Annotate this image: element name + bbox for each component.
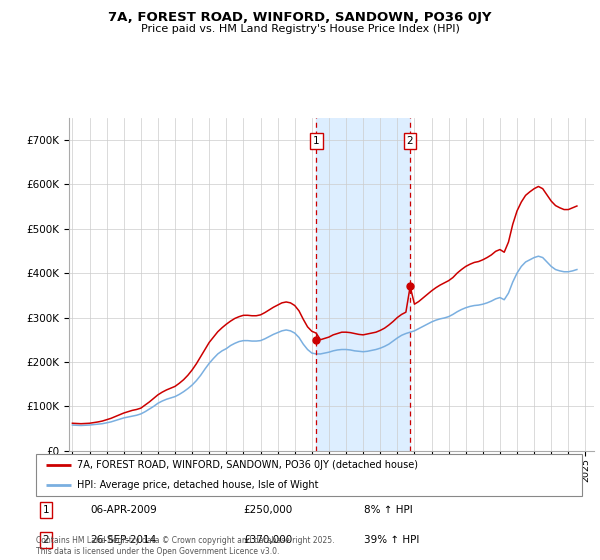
- Text: 2: 2: [43, 535, 49, 545]
- FancyBboxPatch shape: [36, 454, 582, 496]
- Text: 8% ↑ HPI: 8% ↑ HPI: [364, 505, 412, 515]
- Text: Price paid vs. HM Land Registry's House Price Index (HPI): Price paid vs. HM Land Registry's House …: [140, 24, 460, 34]
- Text: £370,000: £370,000: [244, 535, 293, 545]
- Text: 1: 1: [43, 505, 49, 515]
- Text: 26-SEP-2014: 26-SEP-2014: [91, 535, 157, 545]
- Text: 06-APR-2009: 06-APR-2009: [91, 505, 157, 515]
- Text: 39% ↑ HPI: 39% ↑ HPI: [364, 535, 419, 545]
- Text: Contains HM Land Registry data © Crown copyright and database right 2025.
This d: Contains HM Land Registry data © Crown c…: [36, 536, 335, 556]
- Text: 2: 2: [407, 136, 413, 146]
- Text: 7A, FOREST ROAD, WINFORD, SANDOWN, PO36 0JY: 7A, FOREST ROAD, WINFORD, SANDOWN, PO36 …: [108, 11, 492, 24]
- Text: 1: 1: [313, 136, 320, 146]
- Text: HPI: Average price, detached house, Isle of Wight: HPI: Average price, detached house, Isle…: [77, 480, 319, 490]
- Text: £250,000: £250,000: [244, 505, 293, 515]
- Text: 7A, FOREST ROAD, WINFORD, SANDOWN, PO36 0JY (detached house): 7A, FOREST ROAD, WINFORD, SANDOWN, PO36 …: [77, 460, 418, 470]
- Bar: [316, 118, 410, 451]
